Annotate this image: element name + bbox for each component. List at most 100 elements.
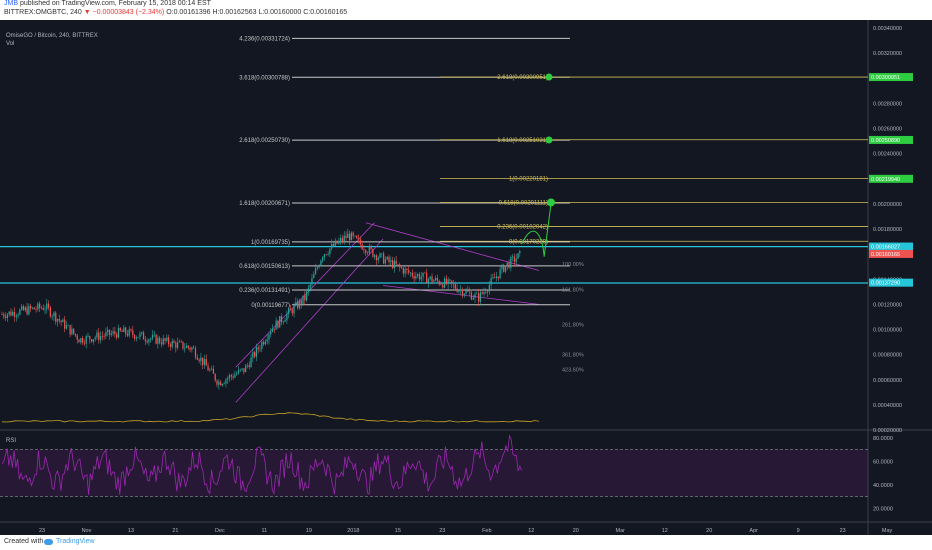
candle-body: [67, 325, 69, 326]
candle-body: [322, 257, 324, 261]
candle-body: [334, 240, 336, 247]
price-label-text: 0.00160165: [871, 252, 900, 258]
price-tick-label: 0.00320000: [873, 51, 902, 57]
candle-body: [69, 325, 71, 335]
candle-body: [227, 378, 229, 380]
candle-body: [173, 340, 175, 343]
candle-body: [76, 335, 78, 340]
candle-body: [458, 290, 460, 292]
candle-body: [325, 254, 327, 255]
candle-body: [288, 308, 290, 314]
candle-body: [185, 345, 188, 349]
candle-body: [486, 291, 489, 293]
candle-body: [406, 268, 408, 270]
candle-body: [366, 252, 369, 254]
candle-body: [479, 292, 482, 302]
candle-body: [433, 280, 435, 282]
candle-body: [427, 278, 430, 283]
candle-body: [98, 332, 100, 341]
candle-body: [499, 269, 501, 279]
candle-body: [460, 289, 462, 291]
candle-body: [257, 347, 259, 350]
tradingview-brand[interactable]: TradingView: [56, 538, 95, 545]
fib-level-label: 1.618(0.00200671): [239, 201, 290, 207]
candle-body: [418, 274, 421, 280]
candle-body: [90, 339, 93, 342]
candle-body: [221, 383, 224, 386]
candle-body: [92, 339, 95, 342]
candle-body: [314, 268, 317, 275]
candle-body: [128, 329, 130, 336]
target-dot: [545, 136, 553, 144]
candle-body: [19, 309, 21, 315]
candle-body: [137, 337, 139, 338]
candle-body: [230, 375, 232, 377]
time-tick-label: Dec: [215, 528, 225, 534]
candle-body: [73, 328, 75, 334]
candle-body: [472, 298, 474, 300]
candle-body: [64, 319, 66, 329]
target-dot: [547, 198, 555, 207]
candle-body: [305, 291, 308, 301]
time-tick-label: 20: [573, 528, 579, 534]
candle-body: [434, 277, 437, 281]
price-change: ▼ −0.00003843 (−2.34%): [83, 9, 165, 16]
candle-body: [203, 358, 206, 365]
price-tick-label: 0.00100000: [873, 328, 902, 334]
candle-body: [207, 365, 209, 371]
price-label-box: [869, 249, 913, 258]
time-tick-label: 11: [262, 528, 268, 534]
symbol-info: BITTREX:OMGBTC, 240 ▼ −0.00003843 (−2.34…: [4, 9, 347, 16]
candle-body: [463, 293, 465, 296]
candle-body: [329, 248, 331, 255]
candle-body: [477, 293, 480, 302]
fib-level-label: 0.236(0.00182042): [497, 224, 548, 230]
fib-level-label: 1(0.00220181): [509, 177, 548, 183]
candle-body: [171, 340, 173, 347]
candle-body: [271, 328, 274, 332]
rsi-tick-label: 60.0000: [873, 459, 893, 465]
candle-body: [144, 339, 146, 341]
candle-body: [261, 341, 263, 349]
fib-level-label: 1.618(0.00251031): [497, 138, 548, 144]
candle-body: [169, 344, 172, 347]
candle-body: [375, 255, 378, 261]
candle-body: [456, 288, 458, 292]
time-tick-label: May: [882, 528, 893, 534]
chart-title: OmiseGO / Bitcoin, 240, BITTREX: [6, 33, 98, 39]
candle-body: [155, 334, 157, 344]
candle-body: [284, 320, 286, 322]
candle-body: [10, 311, 12, 316]
price-label-box: [869, 242, 913, 251]
candle-body: [168, 337, 170, 345]
fib-level-label: 3.618(0.00300788): [239, 75, 290, 81]
price-label-box: [869, 174, 913, 183]
price-tick-label: 0.00260000: [873, 127, 902, 133]
candle-body: [237, 369, 240, 374]
candle-body: [341, 238, 344, 242]
candle-body: [26, 307, 28, 315]
candle-body: [255, 347, 258, 357]
candle-body: [411, 272, 413, 277]
candle-body: [323, 254, 326, 258]
channel-line: [365, 222, 540, 271]
candle-body: [388, 256, 390, 262]
candle-body: [361, 244, 363, 250]
author-link[interactable]: JMB: [4, 0, 18, 7]
candle-body: [4, 316, 7, 319]
time-tick-label: Apr: [749, 528, 758, 534]
candle-body: [461, 289, 464, 296]
rsi-tick-label: 80.0000: [873, 436, 893, 442]
candle-body: [126, 333, 129, 336]
price-chart[interactable]: OmiseGO / Bitcoin, 240, BITTREX Vol 0.0034…: [0, 20, 932, 535]
candle-body: [343, 235, 345, 242]
time-tick-label: 21: [172, 528, 178, 534]
candle-body: [331, 243, 333, 249]
candle-body: [196, 357, 198, 360]
published-text: published on TradingView.com, February 1…: [19, 0, 211, 7]
candle-body: [13, 311, 16, 317]
time-tick-label: 2018: [347, 528, 359, 534]
footer-bar: Created with TradingView: [0, 535, 932, 550]
time-tick-label: 12: [662, 528, 668, 534]
candle-body: [28, 305, 30, 315]
